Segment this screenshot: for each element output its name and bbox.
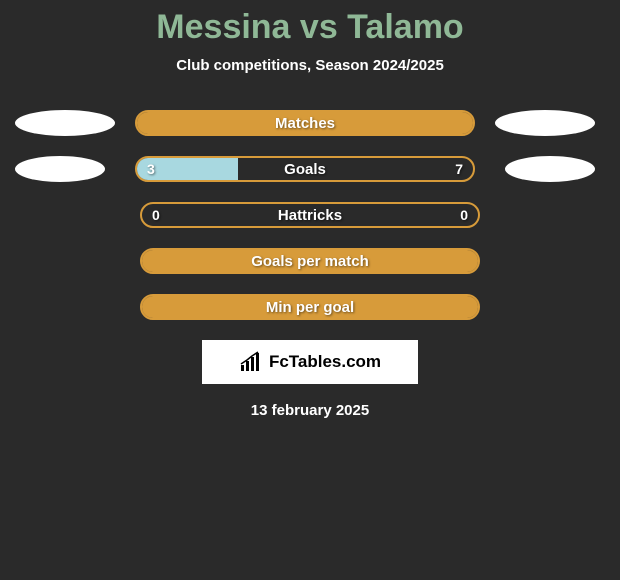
comparison-rows: Matches 3Goals7 0Hattricks0 Goals per match… bbox=[0, 110, 620, 320]
stat-label: Hattricks bbox=[142, 204, 478, 226]
stat-row: Goals per match bbox=[0, 248, 620, 274]
stat-value-right: 0 bbox=[460, 204, 468, 226]
stat-row: Min per goal bbox=[0, 294, 620, 320]
stat-bar: Goals per match bbox=[140, 248, 480, 274]
stat-row: 0Hattricks0 bbox=[0, 202, 620, 228]
stat-row: 3Goals7 bbox=[0, 156, 620, 182]
stat-label: Min per goal bbox=[142, 296, 478, 318]
page-title: Messina vs Talamo bbox=[0, 8, 620, 47]
subtitle: Club competitions, Season 2024/2025 bbox=[0, 57, 620, 74]
brand-text: FcTables.com bbox=[269, 352, 381, 372]
stat-value-right: 7 bbox=[455, 158, 463, 180]
infographic-container: Messina vs Talamo Club competitions, Sea… bbox=[0, 0, 620, 419]
date-text: 13 february 2025 bbox=[0, 402, 620, 419]
player-marker-right bbox=[495, 110, 595, 136]
stat-bar: Min per goal bbox=[140, 294, 480, 320]
stat-bar: Matches bbox=[135, 110, 475, 136]
brand-box[interactable]: FcTables.com bbox=[202, 340, 418, 384]
player-marker-left bbox=[15, 110, 115, 136]
stat-label: Goals per match bbox=[142, 250, 478, 272]
stat-row: Matches bbox=[0, 110, 620, 136]
stat-label: Goals bbox=[137, 158, 473, 180]
stat-bar: 3Goals7 bbox=[135, 156, 475, 182]
player-marker-left bbox=[15, 156, 105, 182]
stat-bar: 0Hattricks0 bbox=[140, 202, 480, 228]
chart-icon bbox=[239, 351, 265, 373]
stat-label: Matches bbox=[137, 112, 473, 134]
player-marker-right bbox=[505, 156, 595, 182]
